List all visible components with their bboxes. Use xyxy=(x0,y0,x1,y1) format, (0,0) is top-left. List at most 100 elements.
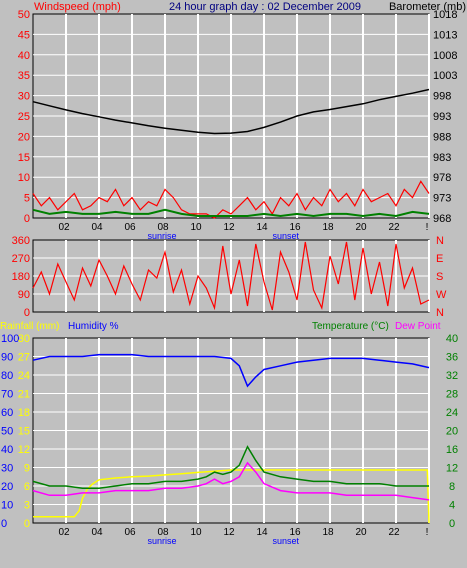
y-tick-rain: 24 xyxy=(18,370,30,382)
y-tick-wind: 0 xyxy=(24,213,30,225)
y-tick-compass: E xyxy=(436,253,443,265)
x-tick-label: 06 xyxy=(124,222,136,233)
y-tick-humidity: 50 xyxy=(1,426,13,438)
x-tick-label: 16 xyxy=(289,527,301,538)
y-tick-compass: W xyxy=(436,289,447,301)
barometer-label: Barometer (mb) xyxy=(389,1,466,13)
y-tick-barometer: 1018 xyxy=(433,9,457,21)
y-tick-rain: 18 xyxy=(18,407,30,419)
y-tick-barometer: 998 xyxy=(433,91,451,103)
x-tick-label: 10 xyxy=(190,527,202,538)
x-tick-label: 18 xyxy=(322,527,334,538)
y-tick-wind: 5 xyxy=(24,193,30,205)
x-tick-label: 08 xyxy=(157,222,169,233)
x-tick-label: 06 xyxy=(124,527,136,538)
y-tick-temperature: 24 xyxy=(446,407,458,419)
y-tick-temperature: 28 xyxy=(446,389,458,401)
y-tick-barometer: 1003 xyxy=(433,70,457,82)
y-tick-humidity: 40 xyxy=(1,444,13,456)
y-tick-barometer: 988 xyxy=(433,131,451,143)
x-tick-label: 16 xyxy=(289,222,301,233)
dewpoint-label: Dew Point xyxy=(395,321,441,332)
y-tick-wind: 45 xyxy=(18,29,30,41)
wind-barometer-panel: 0 5 10 15 20 25 30 35 40 45 50 968 973 978 983 988 993 99… xyxy=(18,9,458,241)
y-tick-wind: 35 xyxy=(18,70,30,82)
header-labels: Windspeed (mph) 24 hour graph day : 02 D… xyxy=(0,1,466,332)
y-tick-wind: 20 xyxy=(18,131,30,143)
x-tick-label: ! xyxy=(426,222,429,233)
rainfall-line xyxy=(33,469,430,524)
y-tick-barometer: 968 xyxy=(433,213,451,225)
y-tick-temperature: 40 xyxy=(446,333,458,345)
y-tick-temperature: 8 xyxy=(449,481,455,493)
y-tick-barometer: 983 xyxy=(433,152,451,164)
x-tick-label: 02 xyxy=(58,527,70,538)
y-tick-barometer: 978 xyxy=(433,172,451,184)
y-tick-rain: 21 xyxy=(18,389,30,401)
y-tick-humidity: 90 xyxy=(1,352,13,364)
y-tick-rain: 6 xyxy=(24,481,30,493)
y-tick-rain: 30 xyxy=(18,333,30,345)
dewpoint-line xyxy=(32,461,430,501)
x-tick-label: 12 xyxy=(223,222,235,233)
x-tick-label: 08 xyxy=(157,527,169,538)
temp-humidity-panel: 0102030405060708090100036912151821242730… xyxy=(1,333,458,546)
y-tick-temperature: 0 xyxy=(449,518,455,530)
windspeed-label: Windspeed (mph) xyxy=(34,1,121,13)
x-tick-label: 14 xyxy=(256,222,268,233)
x-tick-label: 02 xyxy=(58,222,70,233)
temperature-label: Temperature (°C) xyxy=(312,321,389,332)
y-tick-temperature: 36 xyxy=(446,352,458,364)
y-tick-direction: 270 xyxy=(12,253,30,265)
x-tick-label: 22 xyxy=(388,527,400,538)
y-tick-wind: 25 xyxy=(18,111,30,123)
humidity-line xyxy=(32,353,430,388)
graph-title: 24 hour graph day : 02 December 2009 xyxy=(169,1,361,13)
y-tick-temperature: 4 xyxy=(449,500,455,512)
y-tick-temperature: 16 xyxy=(446,444,458,456)
y-tick-humidity: 70 xyxy=(1,389,13,401)
y-tick-humidity: 10 xyxy=(1,500,13,512)
y-tick-barometer: 1008 xyxy=(433,50,457,62)
barometer-line xyxy=(32,88,430,135)
x-tick-label: 20 xyxy=(355,527,367,538)
y-tick-temperature: 12 xyxy=(446,463,458,475)
sunset-label: sunset xyxy=(272,536,299,546)
x-tick-label: 12 xyxy=(223,527,235,538)
x-tick-label: 18 xyxy=(322,222,334,233)
y-tick-barometer: 993 xyxy=(433,111,451,123)
y-tick-compass: S xyxy=(436,271,443,283)
y-tick-direction: 90 xyxy=(18,289,30,301)
x-tick-label: 14 xyxy=(256,527,268,538)
y-tick-humidity: 20 xyxy=(1,481,13,493)
x-tick-label: ! xyxy=(426,527,429,538)
y-tick-rain: 15 xyxy=(18,426,30,438)
y-tick-wind: 40 xyxy=(18,50,30,62)
y-tick-direction: 360 xyxy=(12,235,30,247)
sunset-label: sunset xyxy=(272,231,299,241)
y-tick-wind: 10 xyxy=(18,172,30,184)
x-tick-label: 10 xyxy=(190,222,202,233)
y-tick-wind: 30 xyxy=(18,91,30,103)
rainfall-label: Rainfall (mm) xyxy=(0,321,59,332)
y-tick-humidity: 80 xyxy=(1,370,13,382)
y-tick-barometer: 1013 xyxy=(433,29,457,41)
y-tick-direction: 180 xyxy=(12,271,30,283)
y-tick-rain: 27 xyxy=(18,352,30,364)
x-tick-label: 22 xyxy=(388,222,400,233)
y-tick-humidity: 100 xyxy=(1,333,19,345)
y-tick-direction: 0 xyxy=(24,307,30,319)
windspeed-line xyxy=(32,180,430,219)
y-tick-temperature: 20 xyxy=(446,426,458,438)
y-tick-wind: 15 xyxy=(18,152,30,164)
sunrise-label: sunrise xyxy=(147,536,176,546)
temperature-line xyxy=(32,445,429,490)
x-tick-label: 04 xyxy=(91,527,103,538)
y-tick-rain: 12 xyxy=(18,444,30,456)
y-tick-rain: 9 xyxy=(24,463,30,475)
y-tick-rain: 3 xyxy=(24,500,30,512)
y-tick-wind: 50 xyxy=(18,9,30,21)
y-tick-rain: 0 xyxy=(24,518,30,530)
